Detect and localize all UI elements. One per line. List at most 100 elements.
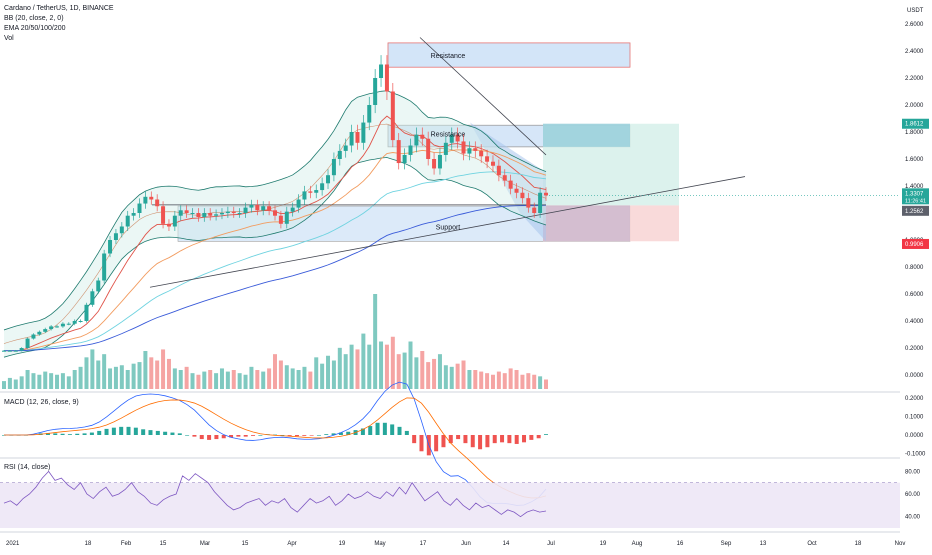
- volume-bar: [267, 368, 272, 389]
- volume-bar: [496, 371, 501, 389]
- volume-bar: [520, 374, 525, 389]
- candle-body: [290, 207, 295, 212]
- candle-body: [373, 78, 378, 105]
- candle-body: [508, 180, 513, 189]
- volume-bar: [485, 373, 490, 389]
- macd-histogram-bar: [89, 432, 94, 435]
- macd-histogram-bar: [507, 435, 512, 444]
- volume-bar: [113, 366, 118, 389]
- candle-body: [243, 207, 248, 213]
- candle-body: [143, 196, 148, 204]
- time-axis-tick: Sep: [721, 541, 732, 547]
- current-price-tag-bg: [902, 188, 929, 205]
- price-axis-tick: 0.0000: [905, 373, 924, 379]
- candle-body: [125, 215, 130, 227]
- macd-histogram-bar: [470, 435, 475, 448]
- macd-histogram-bar: [375, 422, 380, 435]
- volume-bar: [461, 360, 466, 389]
- candle-body: [432, 159, 437, 169]
- ascending-trend-line: [149, 176, 746, 288]
- entry-price-tag: 1.2562: [905, 209, 924, 215]
- volume-bar: [302, 366, 307, 389]
- symbol-title: Cardano / TetherUS, 1D, BINANCE: [4, 5, 114, 12]
- macd-pane-title[interactable]: MACD (12, 26, close, 9): [4, 399, 79, 406]
- time-axis-tick: Nov: [895, 541, 906, 547]
- volume-bar: [408, 341, 413, 389]
- candle-body: [267, 206, 272, 211]
- macd-histogram-bar: [60, 433, 65, 435]
- volume-bar: [219, 368, 224, 389]
- macd-histogram-bar: [441, 435, 446, 448]
- macd-histogram-bar: [492, 435, 497, 444]
- volume-bar: [390, 336, 395, 389]
- volume-bar: [355, 349, 360, 389]
- volume-bar: [290, 368, 295, 389]
- macd-histogram-bar: [514, 435, 519, 444]
- volume-bar: [473, 370, 478, 389]
- bollinger-upper-band: [3, 90, 547, 331]
- time-axis-tick: 19: [600, 541, 607, 547]
- volume-bar: [237, 373, 242, 389]
- macd-histogram-bar: [75, 433, 80, 435]
- candle-body: [408, 145, 413, 155]
- macd-histogram-bar: [302, 435, 307, 436]
- candle-body: [31, 334, 36, 339]
- volume-bar: [349, 344, 354, 389]
- time-axis-tick: Jun: [461, 541, 471, 547]
- macd-axis-tick: 0.2000: [905, 396, 924, 402]
- candle-body: [137, 203, 142, 213]
- volume-bar: [2, 381, 6, 389]
- volume-bar: [166, 358, 171, 389]
- volume-bar: [261, 371, 266, 389]
- candle-body: [443, 142, 448, 155]
- time-axis-tick: 19: [339, 541, 346, 547]
- countdown-label: 11:26:41: [905, 198, 926, 204]
- volume-bar: [119, 365, 124, 389]
- candle-body: [302, 191, 307, 200]
- candle-body: [60, 323, 65, 327]
- macd-histogram-bar: [221, 435, 226, 439]
- candle-body: [349, 132, 354, 146]
- volume-bar: [490, 374, 495, 389]
- rsi-pane-title[interactable]: RSI (14, close): [4, 464, 51, 471]
- volume-bar: [49, 373, 54, 389]
- candle-body: [308, 191, 313, 193]
- volume-indicator-label[interactable]: Vol: [4, 35, 14, 42]
- volume-bar: [414, 357, 419, 389]
- candle-body: [90, 291, 95, 305]
- macd-histogram-bar: [287, 435, 292, 436]
- candle-body: [190, 213, 195, 214]
- candle-body: [396, 140, 401, 164]
- price-axis-tick: 2.2000: [905, 76, 924, 82]
- macd-histogram-bar: [45, 432, 50, 435]
- candle-body: [384, 64, 389, 92]
- volume-bar: [214, 373, 219, 389]
- candle-body: [426, 138, 431, 159]
- volume-bar: [479, 371, 484, 389]
- volume-bar: [155, 360, 160, 389]
- candle-body: [43, 329, 48, 332]
- candle-body: [255, 204, 260, 211]
- price-axis-tick: 1.6000: [905, 157, 924, 163]
- candle-body: [473, 148, 478, 151]
- volume-bar: [55, 374, 60, 389]
- price-axis-tick: 0.4000: [905, 319, 924, 325]
- volume-bar: [243, 374, 248, 389]
- time-axis-tick: 13: [760, 541, 767, 547]
- candle-body: [544, 192, 548, 196]
- macd-histogram-bar: [170, 432, 175, 435]
- ema-100-line: [4, 171, 547, 352]
- macd-histogram-bar: [229, 435, 234, 438]
- volume-bar: [331, 360, 336, 389]
- rsi-axis-tick: 60.00: [905, 492, 921, 498]
- candle-body: [113, 233, 118, 240]
- ema-indicator-label[interactable]: EMA 20/50/100/200: [4, 25, 66, 32]
- volume-bar: [143, 351, 148, 389]
- candle-body: [225, 211, 230, 213]
- bb-indicator-label[interactable]: BB (20, close, 2, 0): [4, 15, 64, 22]
- candle-body: [414, 134, 419, 146]
- macd-histogram-bar: [434, 435, 439, 452]
- candle-body: [314, 190, 319, 193]
- volume-bar: [308, 371, 313, 389]
- macd-histogram-bar: [192, 435, 197, 437]
